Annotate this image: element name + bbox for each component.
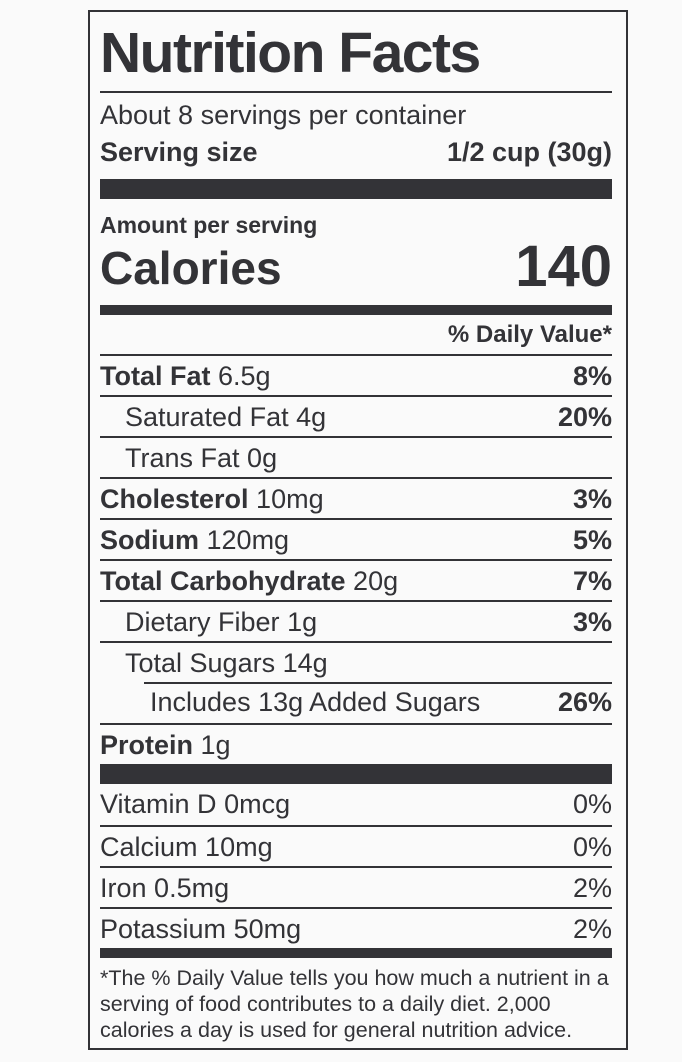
nutrient-row-total-carbohydrate: Total Carbohydrate 20g 7% [100,559,612,600]
daily-value-footnote: *The % Daily Value tells you how much a … [100,966,609,1042]
vitamin-row-potassium: Potassium 50mg 2% [100,907,612,948]
nutrient-name-amount: Protein 1g [100,730,231,760]
vitamin-row-vitamin-d: Vitamin D 0mcg 0% [100,784,612,825]
nutrient-name-amount: Total Fat 6.5g [100,361,271,391]
vitamin-name-amount: Potassium 50mg [100,914,302,944]
section-bar-bottom [100,948,612,958]
nutrient-row-total-fat: Total Fat 6.5g 8% [100,354,612,395]
nutrient-percent: 8% [572,361,612,391]
daily-value-header: % Daily Value* [447,321,612,348]
nutrient-percent: 5% [572,525,612,555]
vitamin-name-amount: Vitamin D 0mcg [100,789,291,819]
vitamin-name-amount: Calcium 10mg [100,832,273,862]
title-divider [100,91,612,93]
nutrient-name-amount: Cholesterol 10mg [100,484,324,514]
nutrient-row-protein: Protein 1g [100,723,612,764]
vitamin-percent: 2% [572,873,612,903]
nutrition-facts-label: Nutrition Facts About 8 servings per con… [88,10,628,1050]
nutrient-name-amount: Dietary Fiber 1g [125,607,318,637]
nutrient-row-trans-fat: Trans Fat 0g [100,436,612,477]
vitamin-row-iron: Iron 0.5mg 2% [100,866,612,907]
vitamin-rows: Vitamin D 0mcg 0% Calcium 10mg 0% Iron 0… [100,784,612,948]
nutrient-name-amount: Trans Fat 0g [125,443,278,473]
vitamin-percent: 0% [572,832,612,862]
calories-row: Calories 140 [100,238,612,296]
nutrient-row-dietary-fiber: Dietary Fiber 1g 3% [100,600,612,641]
nutrient-name-amount: Sodium 120mg [100,525,290,555]
vitamin-percent: 2% [572,914,612,944]
amount-per-serving-label: Amount per serving [100,212,318,238]
serving-size-value: 1/2 cup (30g) [446,137,612,167]
vitamin-name-amount: Iron 0.5mg [100,873,230,903]
nutrient-percent: 3% [572,607,612,637]
nutrient-percent: 7% [572,566,612,596]
servings-per-container: About 8 servings per container [100,100,467,130]
nutrient-rows: Total Fat 6.5g 8% Saturated Fat 4g 20% T… [100,354,612,764]
section-bar-protein [100,764,612,784]
section-bar-calories [100,305,612,315]
nutrient-name-amount: Includes 13g Added Sugars [150,687,481,717]
nutrient-row-total-sugars: Total Sugars 14g [100,641,612,682]
vitamin-percent: 0% [572,789,612,819]
nutrient-row-added-sugars: Includes 13g Added Sugars 26% [100,682,612,723]
nutrient-name-amount: Total Sugars 14g [125,648,328,678]
nutrient-percent: 26% [557,687,612,717]
serving-size-row: Serving size 1/2 cup (30g) [100,135,612,169]
nutrient-percent: 3% [572,484,612,514]
nutrient-row-sodium: Sodium 120mg 5% [100,518,612,559]
nutrient-name-amount: Total Carbohydrate 20g [100,566,399,596]
calories-label: Calories [100,242,282,294]
nutrient-row-cholesterol: Cholesterol 10mg 3% [100,477,612,518]
nutrient-percent: 20% [557,402,612,432]
serving-size-label: Serving size [100,137,258,167]
nutrient-row-saturated-fat: Saturated Fat 4g 20% [100,395,612,436]
section-bar-top [100,179,612,199]
calories-value: 140 [515,234,612,299]
vitamin-row-calcium: Calcium 10mg 0% [100,825,612,866]
nutrient-name-amount: Saturated Fat 4g [125,402,327,432]
label-title: Nutrition Facts [100,21,481,85]
